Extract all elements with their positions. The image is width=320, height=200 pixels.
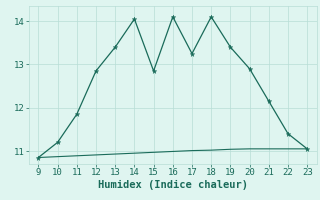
X-axis label: Humidex (Indice chaleur): Humidex (Indice chaleur) bbox=[98, 180, 248, 190]
